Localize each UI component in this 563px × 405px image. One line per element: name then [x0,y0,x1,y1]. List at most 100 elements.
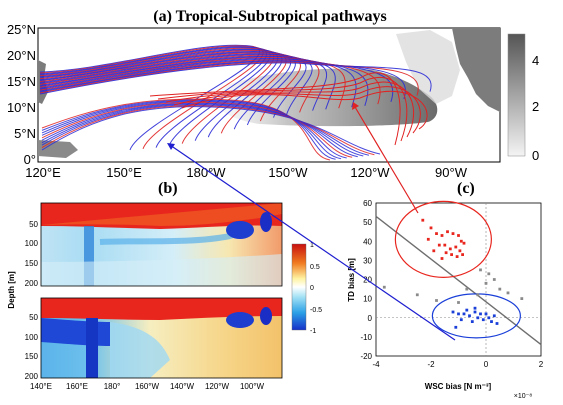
section-lower-frame [40,297,283,379]
lon-tick: 160°W [135,382,160,391]
colorbar-tick: 4 [532,53,539,68]
lon-tick: 180° [104,382,121,391]
scatter-point [455,255,459,258]
depth-tick: 100 [25,333,39,342]
panel-c-label: (c) [457,180,475,197]
connector-arrows [167,102,456,341]
scatter-point [484,312,488,316]
scatter-point [457,234,460,237]
x-tick: -4 [372,360,380,369]
lon-tick: 120°W [350,165,390,180]
colorbar-tick: 1 [310,242,314,249]
scatter-point [461,253,464,256]
panel-b-lon-ticks: 140°E 160°E 180° 160°W 140°W 120°W 100°W [30,382,264,391]
scatter-point [450,253,453,256]
scatter-point [479,312,482,316]
td-bias-shading-east [396,30,460,104]
scatter-point [465,308,469,312]
pathway-streamline [41,102,358,158]
scatter-point [492,278,496,281]
scatter-point [495,322,499,325]
depth-tick: 50 [29,220,38,229]
lat-tick: 0° [24,152,36,167]
pathway-streamline [39,44,261,151]
scatter-plot-area [375,200,542,356]
scatter-point [432,249,436,253]
pathway-streamline [39,54,320,113]
scatter-point [498,287,502,291]
scatter-point [476,293,480,297]
lon-tick: 90°W [435,165,468,180]
scatter-point [451,232,455,235]
panel-b-label: (b) [158,180,178,197]
panel-c-scatter: -4-2026050403020100-10-20 WSC bias [N m⁻… [347,199,544,400]
panel-b-sections: Depth [m] 50 100 150 200 50 100 150 200 … [7,202,322,391]
x-exponent: ×10⁻⁸ [514,393,533,400]
pathway-streamline [41,98,331,161]
panel-b-depth-ticks-upper: 50 100 150 200 [25,220,39,288]
pathway-streamlines [39,44,432,161]
y-tick: -10 [360,333,372,342]
scatter-point [426,237,430,241]
scatter-point [462,312,466,316]
scatter-point [437,243,441,247]
red-connector [354,106,419,214]
colorbar-tick: -0.5 [310,307,322,314]
x-tick: -2 [427,360,435,369]
scatter-point [487,272,491,276]
lat-tick: 25°N [7,22,36,37]
scatter-point [429,226,433,230]
lat-tick: 5°N [14,126,36,141]
pathway-streamline [39,57,346,109]
y-tick: 40 [363,237,372,246]
scatter-point [415,293,419,297]
pathway-streamline [41,105,375,156]
scatter-ylabel: TD bias [m] [347,258,356,302]
panel-b-depth-ticks-lower: 50 100 150 200 [25,313,39,381]
y-tick: 0 [368,314,373,323]
lat-tick: 15°N [7,74,36,89]
scatter-point [454,325,458,329]
y-tick: 50 [363,218,372,227]
scatter-point [382,285,386,289]
lon-tick: 140°W [170,382,195,391]
land-central-america [452,28,500,112]
x-tick: 0 [484,360,489,369]
scatter-point [435,299,438,302]
scatter-xlabel: WSC bias [N m⁻³] [425,382,492,391]
scatter-point [454,245,458,249]
lon-tick: 180°W [186,165,226,180]
scatter-point [476,316,480,320]
scatter-point [459,318,463,322]
scatter-point [506,291,510,295]
lat-tick: 20°N [7,48,36,63]
scatter-point [435,232,438,235]
figure-title: (a) Tropical-Subtropical pathways [153,8,387,25]
lon-tick: 140°E [30,382,52,391]
y-tick: 60 [363,199,372,208]
pathway-streamline [165,81,415,138]
pathway-streamline [41,106,381,155]
cold-cluster-ellipse [431,293,521,339]
blue-arrowhead [167,143,175,150]
blue-connector [169,144,456,341]
pathway-streamline [39,55,328,111]
pathway-streamline [39,61,419,96]
section-upper-frame [40,202,283,287]
pathway-streamline [39,45,264,150]
y-tick: -20 [360,352,372,361]
scatter-point [468,314,471,318]
panel-a-lon-ticks: 120°E 150°E 180°W 150°W 120°W 90°W [25,165,467,180]
depth-tick: 150 [25,259,39,268]
pathway-streamline [39,56,336,110]
depth-tick: 50 [29,313,38,322]
lon-tick: 150°W [268,165,308,180]
scatter-point [440,234,444,237]
colorbar-tick: 0 [310,285,314,292]
lon-tick: 100°W [240,382,265,391]
y-tick: 30 [363,256,372,265]
panel-b-ylabel: Depth [m] [7,271,16,309]
scatter-point [421,218,425,222]
scatter-point [451,310,455,314]
pathway-streamline [39,60,406,100]
